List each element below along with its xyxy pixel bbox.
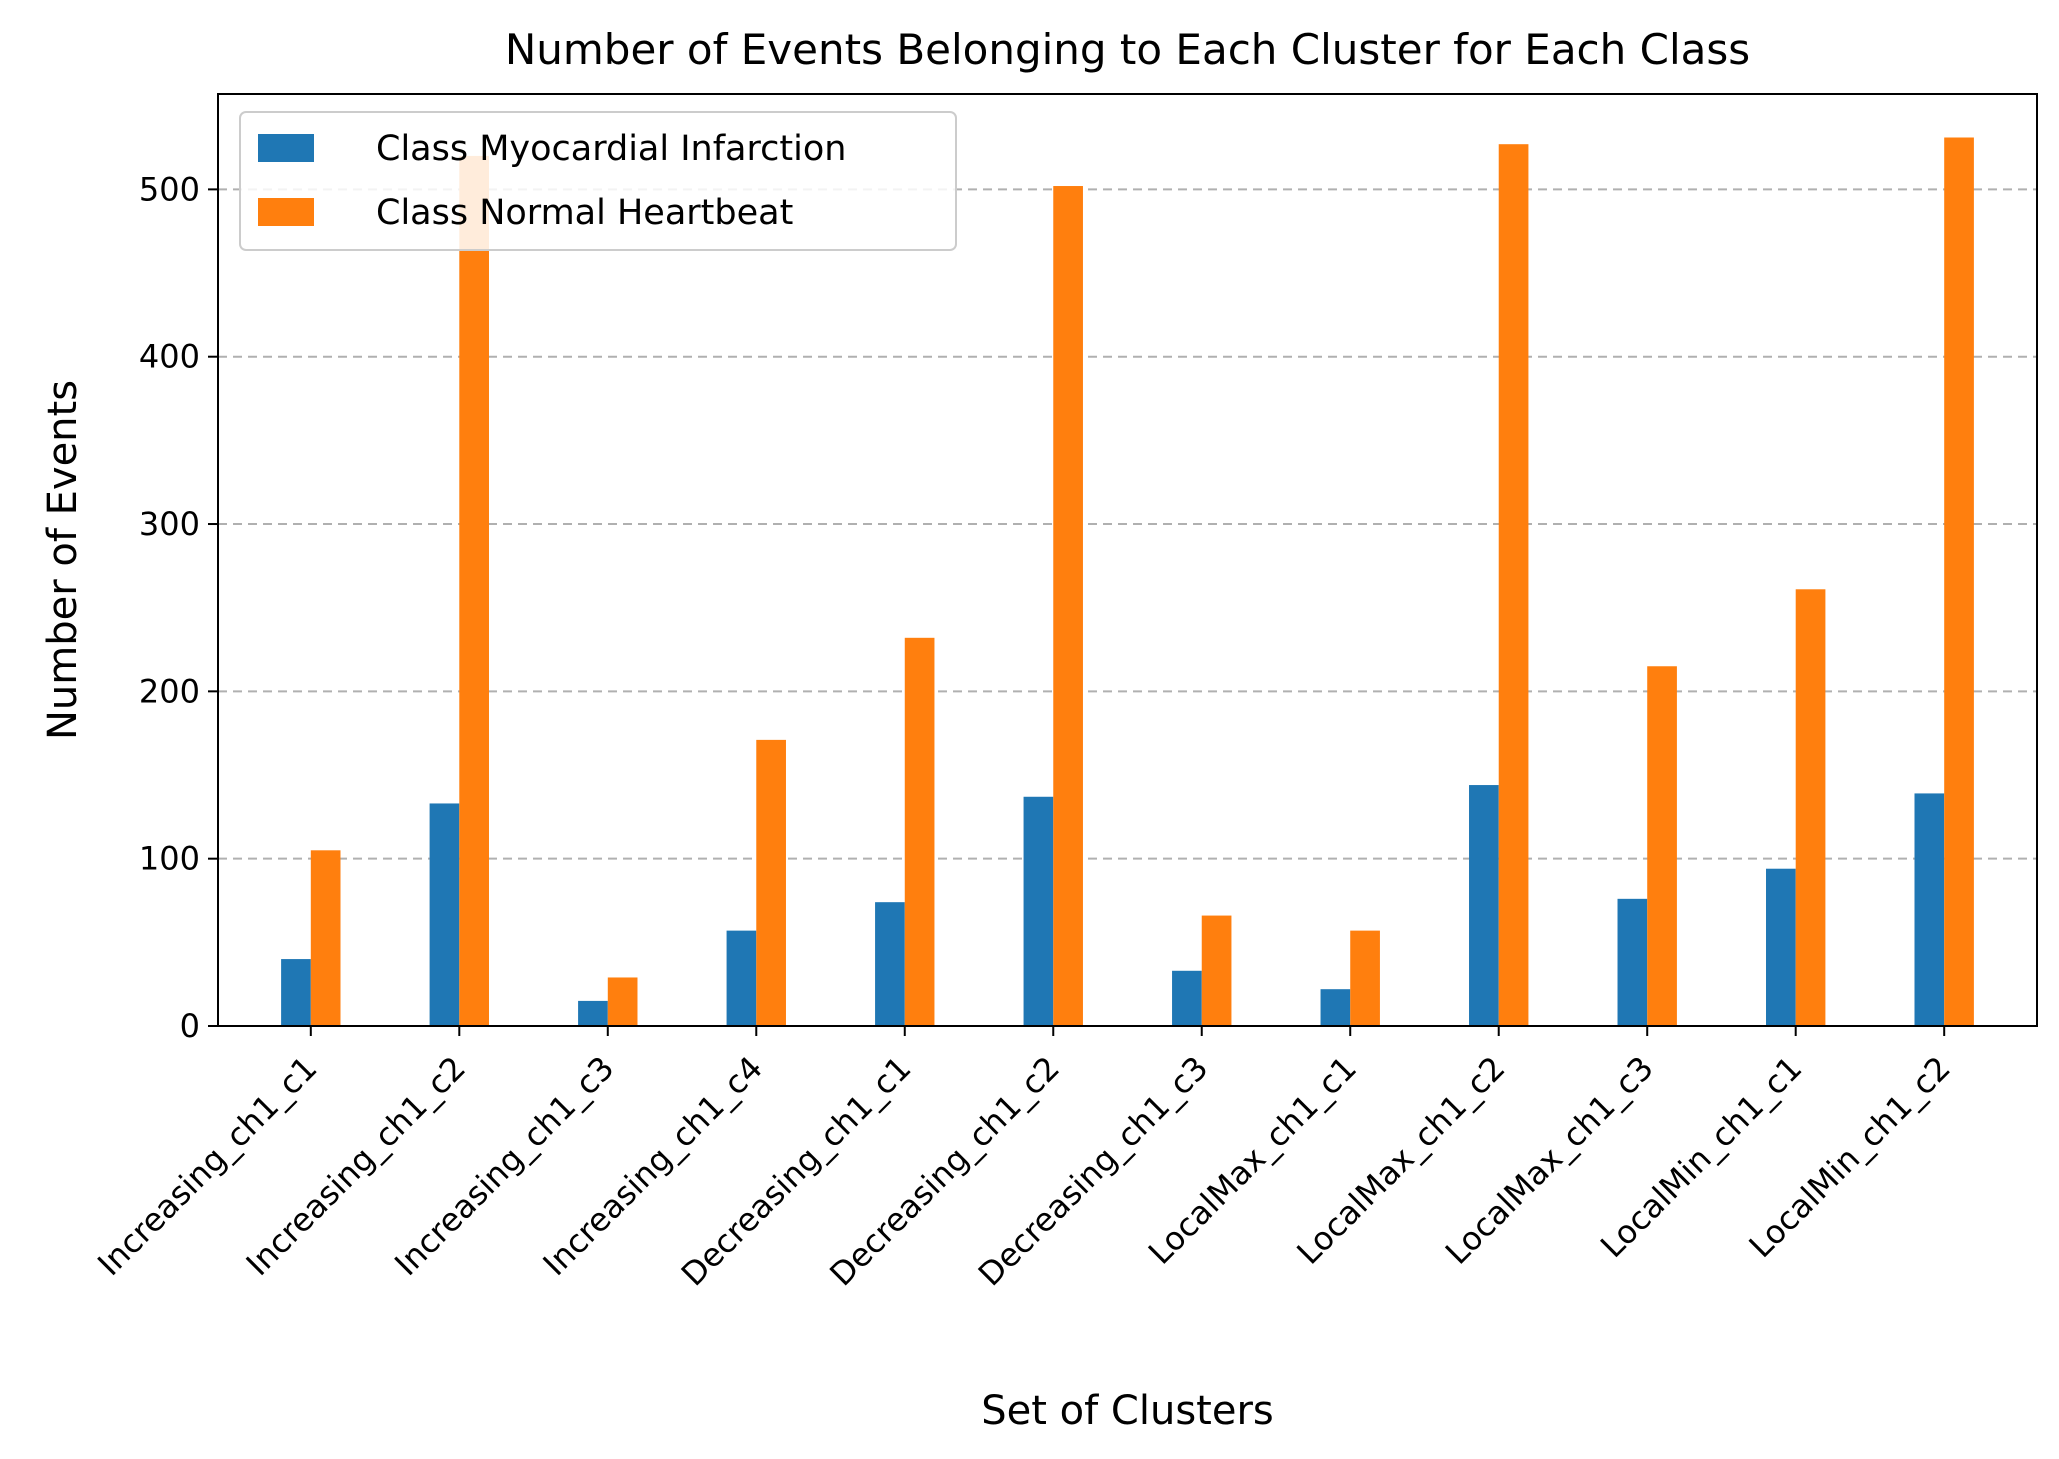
y-tick-label: 300 bbox=[139, 505, 200, 543]
bar-normal-heartbeat-LocalMin_ch1_c1 bbox=[1795, 589, 1826, 1026]
bar-myocardial-infarction-LocalMax_ch1_c1 bbox=[1320, 989, 1351, 1026]
bar-myocardial-infarction-Decreasing_ch1_c2 bbox=[1023, 796, 1054, 1026]
y-tick-label: 400 bbox=[139, 338, 200, 376]
bars bbox=[281, 137, 1974, 1027]
bar-normal-heartbeat-LocalMin_ch1_c2 bbox=[1944, 137, 1974, 1026]
bar-myocardial-infarction-Increasing_ch1_c3 bbox=[578, 1000, 608, 1026]
bar-myocardial-infarction-Increasing_ch1_c1 bbox=[281, 959, 311, 1026]
y-tick-label: 100 bbox=[139, 840, 200, 878]
bar-myocardial-infarction-Increasing_ch1_c4 bbox=[726, 930, 757, 1026]
x-axis-label: Set of Clusters bbox=[981, 1388, 1273, 1434]
bar-normal-heartbeat-Decreasing_ch1_c1 bbox=[904, 637, 935, 1026]
chart-title: Number of Events Belonging to Each Clust… bbox=[505, 25, 1750, 74]
y-tick-label: 500 bbox=[139, 170, 200, 208]
bar-myocardial-infarction-LocalMin_ch1_c2 bbox=[1914, 793, 1945, 1026]
legend-swatch bbox=[258, 198, 314, 226]
bar-normal-heartbeat-Increasing_ch1_c1 bbox=[310, 850, 341, 1026]
bar-normal-heartbeat-Increasing_ch1_c2 bbox=[459, 155, 489, 1027]
y-axis-label: Number of Events bbox=[40, 380, 86, 740]
bar-myocardial-infarction-LocalMax_ch1_c2 bbox=[1469, 785, 1499, 1026]
bar-myocardial-infarction-LocalMin_ch1_c1 bbox=[1766, 868, 1796, 1026]
y-tick-label: 200 bbox=[139, 672, 200, 710]
bar-myocardial-infarction-Decreasing_ch1_c3 bbox=[1172, 970, 1202, 1026]
bar-normal-heartbeat-Increasing_ch1_c4 bbox=[756, 739, 786, 1026]
legend-label: Class Myocardial Infarction bbox=[376, 129, 846, 169]
bar-myocardial-infarction-Decreasing_ch1_c1 bbox=[875, 902, 905, 1026]
bar-normal-heartbeat-LocalMax_ch1_c1 bbox=[1350, 930, 1380, 1026]
bar-myocardial-infarction-LocalMax_ch1_c3 bbox=[1617, 898, 1648, 1026]
legend-swatch bbox=[258, 134, 314, 162]
bar-normal-heartbeat-Increasing_ch1_c3 bbox=[607, 977, 638, 1026]
bar-normal-heartbeat-Decreasing_ch1_c3 bbox=[1201, 915, 1232, 1026]
bar-normal-heartbeat-LocalMax_ch1_c3 bbox=[1647, 666, 1677, 1026]
y-axis-ticks: 0 100 200 300 400 500 bbox=[139, 170, 218, 1045]
legend-box bbox=[239, 111, 957, 251]
bar-normal-heartbeat-LocalMax_ch1_c2 bbox=[1498, 144, 1529, 1026]
legend-label: Class Normal Heartbeat bbox=[376, 193, 793, 233]
legend: Class Myocardial Infarction Class Normal … bbox=[239, 111, 957, 251]
bar-myocardial-infarction-Increasing_ch1_c2 bbox=[429, 803, 460, 1026]
bar-normal-heartbeat-Decreasing_ch1_c2 bbox=[1053, 186, 1083, 1026]
y-tick-label: 0 bbox=[180, 1007, 200, 1045]
plot-frame bbox=[217, 93, 2038, 1027]
